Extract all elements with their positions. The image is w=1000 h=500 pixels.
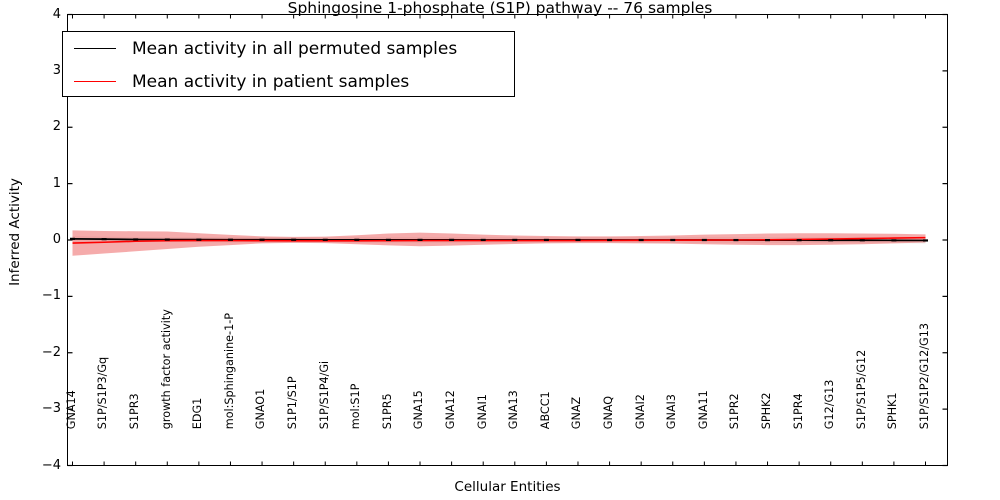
y-axis-tick-label: −2 <box>41 344 61 360</box>
y-axis-tick-label: 4 <box>52 6 61 22</box>
legend-line-black-icon <box>74 48 116 49</box>
plot-frame <box>67 14 948 466</box>
chart-legend: Mean activity in all permuted samples Me… <box>62 31 515 97</box>
legend-item-permuted: Mean activity in all permuted samples <box>63 32 514 65</box>
chart-title: Sphingosine 1-phosphate (S1P) pathway --… <box>287 0 713 17</box>
x-axis-label: Cellular Entities <box>454 479 561 495</box>
y-axis-tick-label: 3 <box>52 62 61 78</box>
legend-line-red-icon <box>74 81 116 82</box>
y-axis-tick-label: 2 <box>52 119 61 135</box>
legend-label-patient: Mean activity in patient samples <box>132 71 410 92</box>
legend-item-patient: Mean activity in patient samples <box>63 65 514 98</box>
legend-label-permuted: Mean activity in all permuted samples <box>132 38 458 59</box>
y-axis-tick-label: −4 <box>41 457 61 473</box>
y-axis-tick-label: −3 <box>41 401 61 417</box>
y-axis-tick-label: 0 <box>52 232 61 247</box>
y-axis-tick-label: 1 <box>52 175 61 191</box>
y-axis-tick-labels: 4 3 2 1 0 −1 −2 −3 −4 <box>33 0 61 500</box>
y-axis-tick-label: −1 <box>41 288 61 304</box>
